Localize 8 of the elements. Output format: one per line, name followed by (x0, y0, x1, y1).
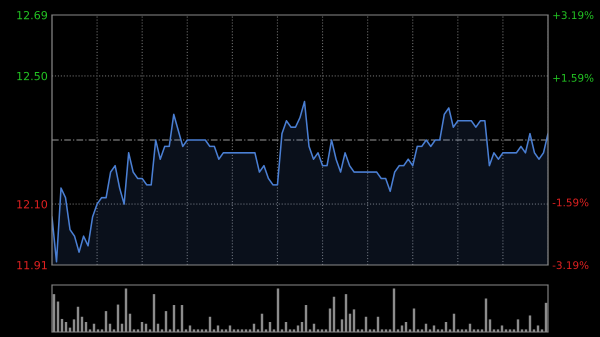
y2-tick-label: +3.19% (553, 11, 594, 20)
y-tick-label: 12.10 (17, 200, 48, 208)
y-tick-label: 12.50 (17, 72, 48, 80)
y2-tick-label: -3.19% (552, 261, 588, 270)
y2-tick-label: +1.59% (553, 74, 594, 82)
y2-tick-label: -1.59% (552, 198, 588, 206)
y-tick-label: 11.91 (17, 260, 47, 270)
y-tick-label: 12.69 (17, 10, 48, 20)
